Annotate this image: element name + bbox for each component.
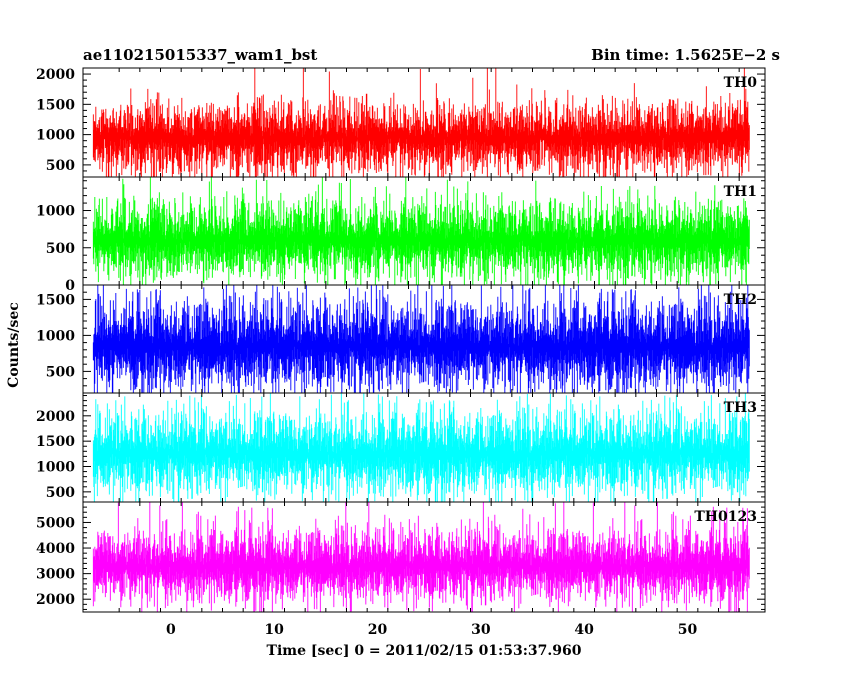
y-tick-label: 1500	[36, 97, 75, 113]
y-tick-label: 1500	[36, 434, 75, 450]
x-tick-label: 10	[264, 622, 284, 638]
y-tick-label: 500	[46, 241, 75, 257]
y-tick-label: 1000	[36, 204, 75, 220]
y-tick-label: 500	[46, 364, 75, 380]
panel-th2: 500 1000 1500 TH2	[36, 284, 766, 394]
y-tick-label: 4000	[36, 541, 75, 557]
panel-frame	[82, 501, 766, 613]
y-tick-label: 500	[46, 485, 75, 501]
bin-time-label: Bin time: 1.5625E−2 s	[591, 46, 780, 64]
y-tick-label: 500	[46, 158, 75, 174]
series-th3-trace	[92, 393, 750, 502]
panel-label-th0: TH0	[724, 75, 758, 91]
y-tick-label: 5000	[36, 515, 75, 531]
series-th1-trace	[92, 177, 750, 285]
y-axis-label: Counts/sec	[6, 302, 22, 388]
x-tick-label: 40	[574, 622, 594, 638]
series-th0-trace	[92, 68, 750, 177]
series-th2-trace	[92, 285, 750, 393]
x-axis-label: Time [sec] 0 = 2011/02/15 01:53:37.960	[267, 643, 582, 659]
series-th0123-trace	[92, 502, 750, 612]
x-tick-label: 0	[166, 622, 176, 638]
y-tick-label: 3000	[36, 567, 75, 583]
panel-th0: 500 1000 1500 2000 TH0	[36, 67, 766, 178]
panel-label-th3: TH3	[724, 400, 757, 416]
panel-th1: 0 500 1000 TH1	[36, 176, 766, 294]
y-tick-label: 1000	[36, 460, 75, 476]
x-tick-label: 30	[471, 622, 491, 638]
x-axis: 0 10 20 30 40 50	[166, 622, 698, 638]
panel-label-th0123: TH0123	[694, 509, 757, 525]
y-tick-label: 2000	[36, 409, 75, 425]
panel-label-th1: TH1	[724, 184, 757, 200]
chart-title: ae110215015337_wam1_bst	[83, 46, 317, 64]
panel-label-th2: TH2	[724, 292, 757, 308]
y-tick-label: 1000	[36, 128, 75, 144]
y-tick-label: 2000	[36, 592, 75, 608]
x-tick-label: 20	[368, 622, 388, 638]
x-tick-label: 50	[678, 622, 698, 638]
y-tick-label: 0	[65, 278, 75, 294]
panel-stack: 500 1000 1500 2000 TH0 0 500 1000 TH1 500 1000 1500…	[36, 67, 766, 613]
panel-th0123: 2000 3000 4000 5000 TH0123	[36, 501, 766, 613]
y-tick-label: 1000	[36, 328, 75, 344]
y-tick-label: 2000	[36, 67, 75, 83]
panel-th3: 500 1000 1500 2000 TH3	[36, 392, 766, 503]
y-tick-label: 1500	[36, 292, 75, 308]
